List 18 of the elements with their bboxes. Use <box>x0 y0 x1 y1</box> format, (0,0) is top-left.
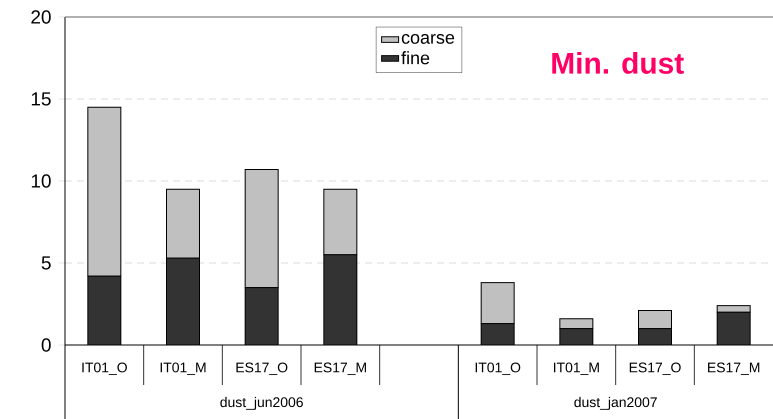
text: Min. dust <box>552 52 684 74</box>
x-tick-label: ES17_M <box>314 362 366 376</box>
x-tick-label: ES17_M <box>708 362 760 376</box>
text: dust_jun2006 <box>220 396 303 410</box>
x-tick-label: ES17_O <box>236 362 288 376</box>
x-tick-label: IT01_O <box>82 362 127 376</box>
x-tick-label: IT01_O <box>476 362 520 376</box>
x-tick-label: ES17_O <box>630 362 681 376</box>
legend-label: fine <box>401 51 430 64</box>
x-tick-label: IT01_M <box>160 362 206 376</box>
text: dust_jan2007 <box>574 396 657 410</box>
y-tick-label: 0 <box>42 338 51 352</box>
y-tick-label: 10 <box>32 174 51 188</box>
y-tick-label: 5 <box>42 256 51 270</box>
legend-label: coarse <box>402 34 454 44</box>
x-tick-label: IT01_M <box>554 362 599 376</box>
y-tick-label: 20 <box>31 10 51 24</box>
y-tick-label: 15 <box>32 92 51 106</box>
